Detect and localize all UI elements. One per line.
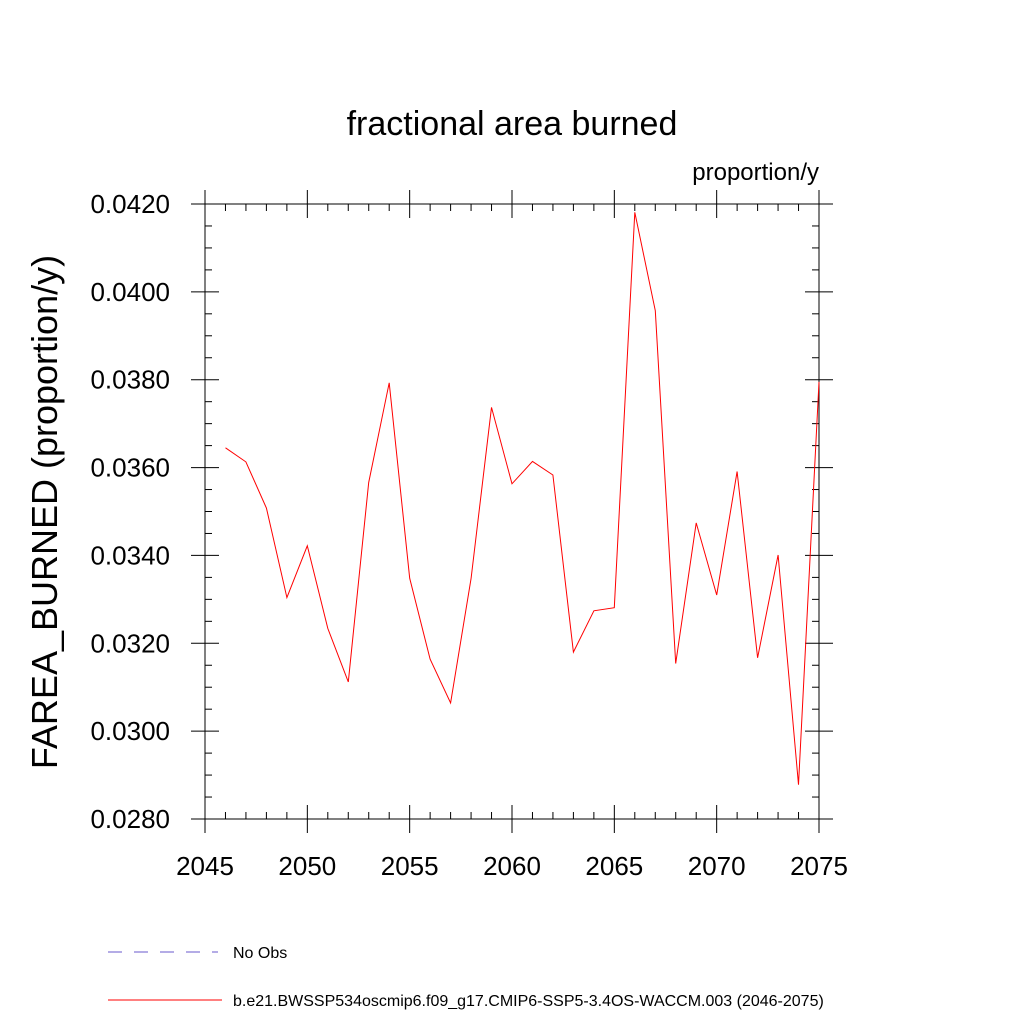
y-tick-label: 0.0420: [90, 189, 170, 219]
x-tick-label: 2055: [381, 851, 439, 881]
y-tick-label: 0.0320: [90, 628, 170, 658]
y-axis-label: FAREA_BURNED (proportion/y): [24, 255, 65, 769]
plot-frame: [204, 203, 820, 820]
y-tick-label: 0.0400: [90, 277, 170, 307]
x-tick-label: 2065: [585, 851, 643, 881]
series-line: [225, 212, 820, 785]
chart-title: fractional area burned: [347, 105, 678, 143]
y-tick-labels: 0.0280 0.0300 0.0320 0.0340 0.0360 0.0380 0.04…: [90, 189, 170, 834]
x-tick-label: 2060: [483, 851, 541, 881]
y-tick-label: 0.0300: [90, 716, 170, 746]
legend: No Obs b.e21.BWSSP534oscmip6.f09_g17.CMI…: [108, 945, 824, 1010]
axis-ticks: [191, 190, 833, 833]
series-layer: [225, 212, 820, 785]
units-label: proportion/y: [692, 159, 819, 186]
y-tick-label: 0.0280: [90, 804, 170, 834]
x-tick-label: 2050: [278, 851, 336, 881]
legend-label-model-run: b.e21.BWSSP534oscmip6.f09_g17.CMIP6-SSP5…: [233, 993, 824, 1010]
legend-label-no-obs: No Obs: [233, 945, 287, 962]
x-tick-label: 2075: [790, 851, 848, 881]
y-tick-label: 0.0340: [90, 540, 170, 570]
x-tick-label: 2045: [176, 851, 234, 881]
x-tick-labels: 2045 2050 2055 2060 2065 2070 2075: [176, 851, 848, 881]
x-tick-label: 2070: [688, 851, 746, 881]
y-tick-label: 0.0380: [90, 365, 170, 395]
y-tick-label: 0.0360: [90, 453, 170, 483]
